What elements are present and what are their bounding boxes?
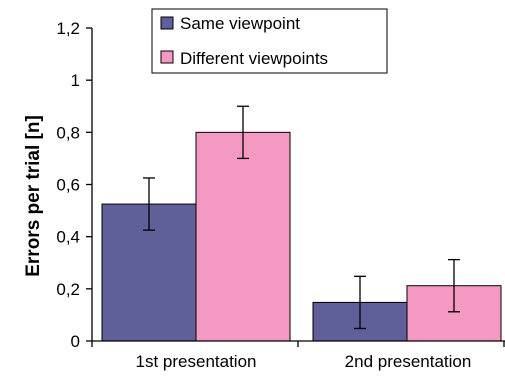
y-tick-label: 0,4 [56,228,80,247]
y-ticks-group: 0 0,2 0,4 0,6 0,8 1 1,2 [56,19,92,351]
x-ticks-group: 1st presentation 2nd presentation [91,341,505,371]
x-tick-label: 2nd presentation [345,352,472,371]
legend-swatch-same-viewpoint [160,16,174,30]
error-bar-1-2 [237,105,249,160]
legend-swatch-different-viewpoints [160,50,174,64]
y-tick-label: 1,2 [56,19,80,38]
x-tick-label: 1st presentation [136,352,257,371]
error-bars-group [143,105,460,330]
y-tick-label: 0 [71,332,80,351]
bar-1-2 [195,131,291,342]
legend: Same viewpoint Different viewpoints [151,8,388,74]
y-tick-label: 0,8 [56,123,80,142]
y-tick-label: 0,2 [56,280,80,299]
error-bar-2-1 [354,275,366,330]
y-tick-label: 0,6 [56,176,80,195]
error-bar-1-1 [143,177,155,231]
legend-box [151,8,388,74]
y-tick-label: 1 [71,71,80,90]
legend-label-same-viewpoint: Same viewpoint [180,14,300,33]
y-axis-label: Errors per trial [n] [23,115,44,277]
bars-group [101,131,502,342]
legend-label-different-viewpoints: Different viewpoints [180,49,328,68]
error-bar-2-2 [448,258,460,313]
